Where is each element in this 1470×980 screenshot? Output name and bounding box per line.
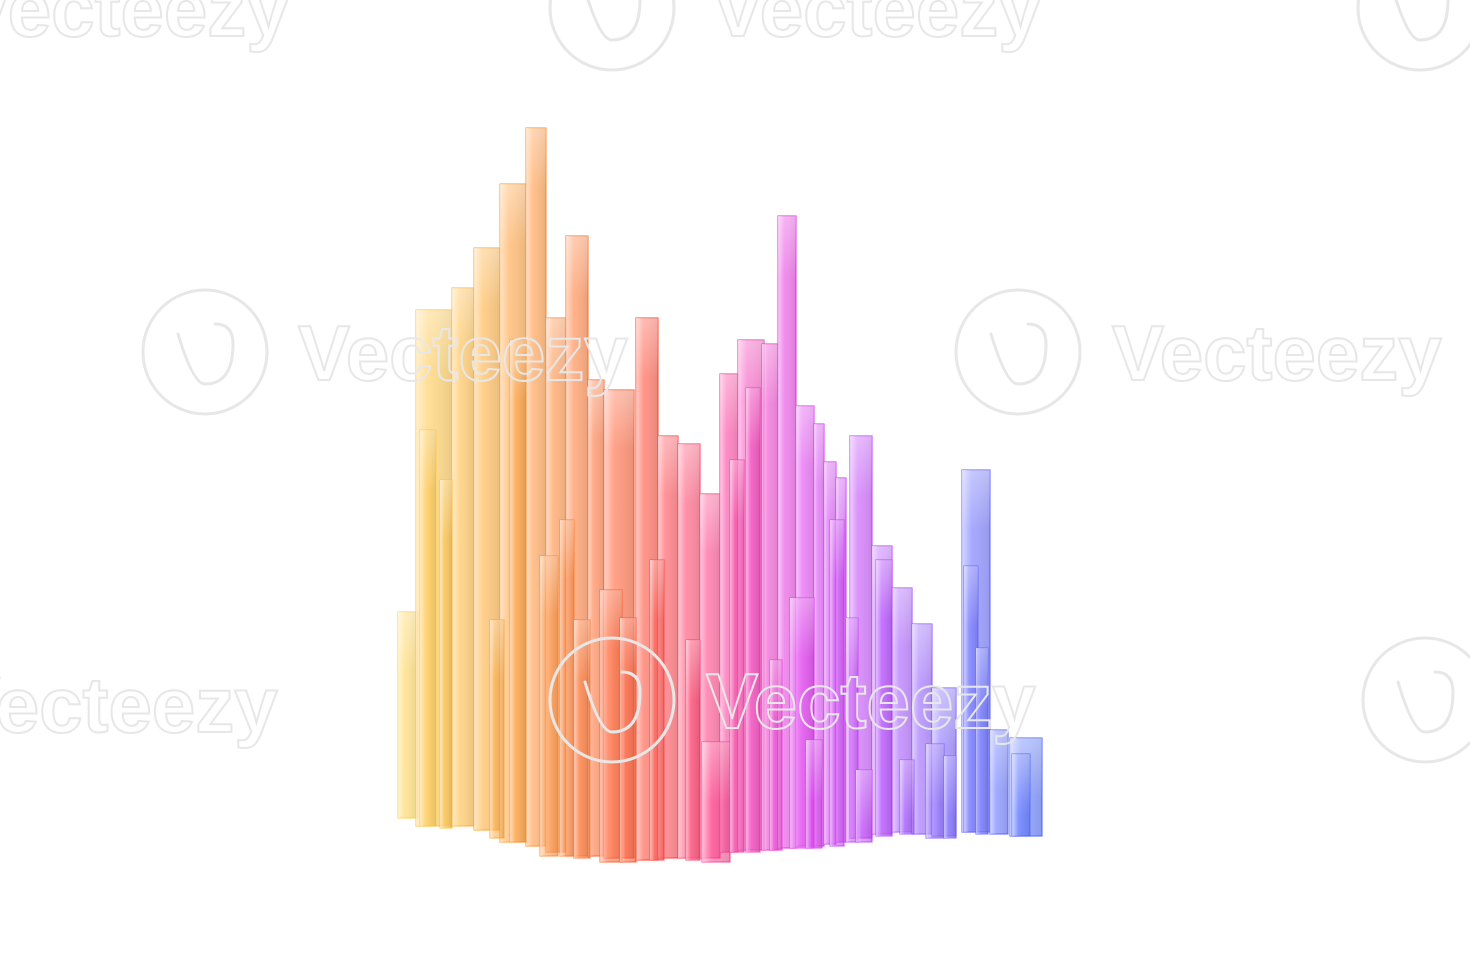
vecteezy-logo-icon: [954, 288, 1082, 416]
bar-top-glow: [686, 640, 700, 700]
bar-top-glow: [836, 478, 846, 538]
vecteezy-logo-icon: [176, 322, 235, 386]
bar-top-glow: [574, 620, 590, 680]
bar-top-glow: [720, 374, 738, 434]
bar-top-glow: [700, 494, 720, 554]
bar-top-glow: [540, 556, 558, 616]
bar-top-glow: [678, 444, 700, 504]
bar-highlight: [830, 520, 844, 846]
bar-top-glow: [440, 480, 452, 540]
bar-top-glow: [620, 618, 636, 678]
bar-highlight: [876, 560, 892, 836]
bar-top-glow: [856, 770, 872, 830]
bar-top-glow: [490, 620, 504, 680]
bar-top-glow: [962, 470, 990, 530]
vecteezy-logo-icon: [586, 0, 642, 42]
bar-top-glow: [806, 740, 822, 800]
bar-top-glow: [796, 406, 814, 466]
bar-top-glow: [990, 730, 1008, 790]
bar-top-glow: [500, 184, 526, 244]
watermark-middle-right: Vecteezy: [954, 288, 1443, 416]
watermark-text: Vecteezy: [0, 661, 278, 749]
bar-top-glow: [762, 344, 778, 404]
bar-top-glow: [1012, 754, 1030, 814]
vecteezy-logo-icon: [548, 0, 676, 72]
bar-top-glow: [900, 760, 914, 820]
bar-top-glow: [824, 462, 836, 522]
bar-top-glow: [814, 424, 824, 484]
bar-top-glow: [560, 520, 574, 580]
bar-top-glow: [876, 560, 892, 620]
bar-top-glow: [730, 460, 744, 520]
bar-top-glow: [944, 756, 956, 816]
bar-top-glow: [746, 388, 760, 448]
bar-top-glow: [546, 318, 566, 378]
vecteezy-logo-icon: [1394, 0, 1450, 42]
vecteezy-logo-icon: [1356, 0, 1470, 72]
watermark-top-center: Vecteezy: [548, 0, 1043, 72]
bar-top-glow: [790, 598, 814, 658]
bar-highlight: [730, 460, 744, 852]
vecteezy-logo-icon: [1361, 636, 1470, 764]
bar-top-glow: [452, 288, 474, 348]
bar-highlight: [510, 340, 526, 842]
bar-top-glow: [850, 436, 872, 496]
bar-top-glow: [636, 318, 658, 378]
bar-top-glow: [416, 310, 452, 370]
bar-top-glow: [912, 624, 932, 684]
watermark-bottom-right: [1361, 636, 1470, 764]
watermark-text: Vecteezy: [0, 0, 290, 53]
bar-top-glow: [566, 236, 588, 296]
bar-top-glow: [510, 340, 526, 400]
bar-top-glow: [604, 390, 634, 450]
bar-top-glow: [964, 566, 978, 626]
watermark-text: Vecteezy: [1112, 309, 1442, 397]
watermark-top-left: Vecteezy: [0, 0, 291, 54]
bar-top-glow: [702, 742, 730, 802]
vecteezy-logo-icon: [1396, 670, 1455, 734]
bar-highlight: [420, 430, 436, 826]
vecteezy-logo-icon: [989, 322, 1048, 386]
watermark-top-right: [1356, 0, 1470, 72]
bar-top-glow: [770, 660, 782, 720]
bar-top-glow: [926, 744, 944, 804]
bar-top-glow: [650, 560, 664, 620]
watermark-text: Vecteezy: [712, 0, 1042, 53]
bar-top-glow: [600, 590, 622, 650]
bar-top-glow: [778, 216, 796, 276]
bar-top-glow: [398, 612, 418, 672]
watermark-bottom-left: Vecteezy: [0, 660, 279, 750]
bar-top-glow: [932, 688, 956, 748]
bar-highlight: [964, 566, 978, 832]
bar-top-glow: [588, 380, 604, 440]
bar-highlight: [452, 288, 474, 826]
bar-highlight: [814, 424, 824, 846]
bar-highlight: [440, 480, 452, 828]
bar-top-glow: [846, 618, 858, 678]
gradient-bars: [397, 127, 1043, 863]
bar-top-glow: [976, 648, 988, 708]
vecteezy-logo-icon: [141, 288, 269, 416]
bar-top-glow: [830, 520, 844, 580]
bar-top-glow: [892, 588, 912, 648]
bar-highlight: [746, 388, 760, 852]
bar-top-glow: [420, 430, 436, 490]
bar-top-glow: [658, 436, 678, 496]
bar-top-glow: [526, 128, 546, 188]
bar-top-glow: [474, 248, 500, 308]
